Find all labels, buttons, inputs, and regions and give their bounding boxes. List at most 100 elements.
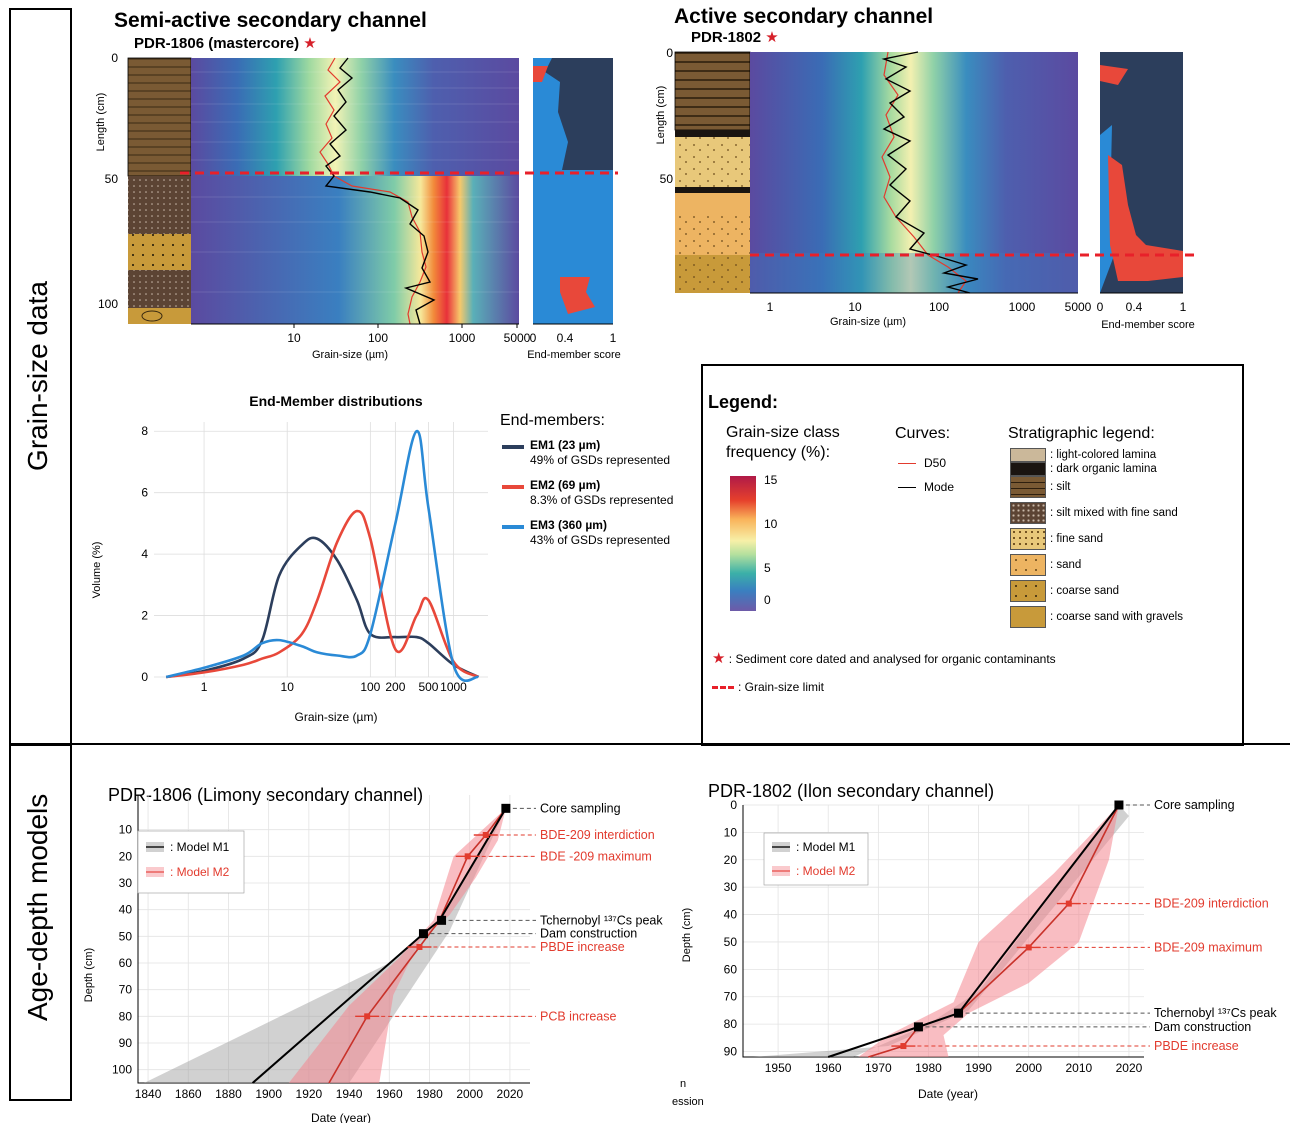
em-member-desc: 43% of GSDs represented <box>530 533 671 547</box>
panel-a-ylabel: Length (cm) <box>95 93 107 152</box>
mode-label: Mode <box>924 480 955 494</box>
panel-a-ytick: 0 <box>111 52 118 65</box>
panel-a-xtick: 5000 <box>504 331 531 345</box>
panel-b-emtick: 0.4 <box>1126 300 1143 314</box>
panel-a-core-name: PDR-1806 (mastercore) <box>134 35 300 52</box>
star-note-text: : Sediment core dated and analysed for o… <box>728 652 1056 666</box>
em-series-line <box>165 536 480 679</box>
event-label: Tchernobyl ¹³⁷Cs peak <box>540 913 663 927</box>
star-icon: ★ <box>765 29 779 46</box>
age-ytick: 20 <box>724 853 738 867</box>
em-ytick: 8 <box>141 424 148 438</box>
em-member-name: EM1 (23 µm) <box>530 438 601 452</box>
event-marker <box>913 1022 923 1032</box>
panel-b-title: Active secondary channel <box>674 5 934 28</box>
em-xtick: 1000 <box>440 680 467 694</box>
age-ytick: 30 <box>724 880 738 894</box>
age-xtick: 1880 <box>215 1087 242 1101</box>
panel-b-xtick: 1000 <box>1009 300 1036 314</box>
strat-label: : coarse sand <box>1050 585 1120 598</box>
em-distribution-chart: End-Member distributions Volume (%) Grai… <box>91 393 488 724</box>
legend-box <box>701 364 1244 746</box>
age-ytick: 90 <box>119 1036 133 1050</box>
legend-title: Legend: <box>708 392 778 412</box>
strat-swatch <box>1010 476 1046 498</box>
age-ytick: 40 <box>119 903 133 917</box>
strat-title: Stratigraphic legend: <box>1008 425 1155 442</box>
section-label-grain: Grain-size data <box>22 281 53 471</box>
age2-stray: n <box>680 1078 686 1090</box>
panel-b-emlabel: End-member score <box>1101 319 1195 331</box>
age1-model-m1: : Model M1 <box>170 840 230 854</box>
age2-title: PDR-1802 (Ilon secondary channel) <box>708 781 994 801</box>
strat-legend-item: : fine sand <box>1010 528 1103 550</box>
curve-mode: Mode <box>898 480 954 494</box>
freq-colorbar <box>730 476 756 611</box>
age-xtick: 1900 <box>255 1087 282 1101</box>
strat-swatch <box>1010 448 1046 462</box>
em-member-desc: 8.3% of GSDs represented <box>530 493 674 507</box>
age-depth-chart-1806: PDR-1806 (Limony secondary channel) Dept… <box>83 785 663 1123</box>
age-xtick: 1960 <box>376 1087 403 1101</box>
event-marker <box>437 915 447 925</box>
event-marker <box>1025 944 1032 951</box>
event-marker <box>482 832 489 838</box>
strat-label: : light-colored lamina <box>1050 449 1157 462</box>
event-marker <box>900 1043 907 1050</box>
em-xlabel: Grain-size (µm) <box>295 710 378 724</box>
m1-envelope <box>144 808 506 1083</box>
age-xtick: 1960 <box>815 1061 842 1075</box>
age-ytick: 80 <box>119 1009 133 1023</box>
m1-line <box>827 804 1120 1058</box>
freq-title: Grain-size class frequency (%): <box>726 424 840 461</box>
event-label: Core sampling <box>540 801 621 815</box>
event-label: BDE-209 maximum <box>1154 940 1262 954</box>
panel-a-core: PDR-1806 (mastercore) ★ <box>134 34 317 52</box>
panel-a-xtick: 10 <box>287 331 301 345</box>
event-marker <box>1114 800 1124 810</box>
em-ylabel: Volume (%) <box>91 542 103 599</box>
strat-label: : silt mixed with fine sand <box>1050 507 1178 520</box>
age2-stray: ession <box>672 1096 704 1108</box>
age2-ylabel: Depth (cm) <box>681 908 693 962</box>
age-ytick: 60 <box>724 962 738 976</box>
strat-swatch <box>1010 554 1046 576</box>
age-ytick: 70 <box>119 983 133 997</box>
event-marker <box>418 929 428 939</box>
strat-swatch <box>1010 606 1046 628</box>
panel-a-title: Semi-active secondary channel <box>114 9 427 32</box>
panel-b-xtick: 1 <box>767 300 774 314</box>
age-ytick: 70 <box>724 990 738 1004</box>
mode-swatch <box>898 487 916 489</box>
m2-envelope <box>288 808 506 1083</box>
event-marker <box>464 853 471 860</box>
age2-model-m2: : Model M2 <box>796 864 856 878</box>
age1-ylabel: Depth (cm) <box>83 948 95 1002</box>
em-series-line <box>165 429 480 682</box>
freq-tick: 15 <box>764 473 778 487</box>
strat-label: : silt <box>1050 481 1071 494</box>
em-member-name: EM3 (360 µm) <box>530 518 607 532</box>
strat-legend-item: : silt <box>1010 476 1070 498</box>
strat-label: : sand <box>1050 559 1082 572</box>
event-marker <box>364 1013 371 1020</box>
panel-a-x-ticks <box>293 324 518 328</box>
age-ytick: 50 <box>724 935 738 949</box>
freq-tick: 10 <box>764 517 778 531</box>
em-xtick: 10 <box>281 680 295 694</box>
event-marker <box>501 803 511 813</box>
age2-xlabel: Date (year) <box>918 1087 978 1101</box>
age-xtick: 1920 <box>296 1087 323 1101</box>
panel-b-ylabel: Length (cm) <box>655 86 667 145</box>
m1-line <box>251 807 507 1084</box>
age-xtick: 2020 <box>1116 1061 1143 1075</box>
age2-model-m1: : Model M1 <box>796 840 856 854</box>
age-ytick: 100 <box>112 1063 132 1077</box>
event-label: PBDE increase <box>540 940 625 954</box>
m2-envelope <box>858 805 1119 1057</box>
em-ytick: 0 <box>141 670 148 684</box>
event-label: BDE-209 interdiction <box>540 828 655 842</box>
panel-a-ytick: 100 <box>98 297 118 311</box>
panel-a-emtick: 0 <box>530 331 537 345</box>
section-divider <box>68 743 1290 745</box>
